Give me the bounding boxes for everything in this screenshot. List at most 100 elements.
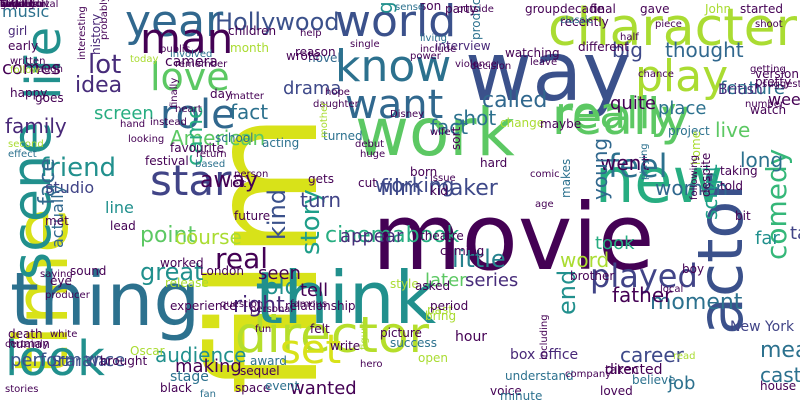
word-cloud-word: comes [2, 58, 61, 79]
word-cloud-word: writing [0, 0, 35, 10]
word-cloud-word: cast [760, 363, 800, 387]
word-cloud-word: sound [70, 264, 107, 278]
word-cloud-word: children [228, 24, 277, 38]
word-cloud-word: return [196, 149, 227, 160]
word-cloud-word: half [620, 32, 639, 43]
word-cloud-word: turned [323, 129, 363, 143]
word-cloud-word: lot [88, 50, 122, 80]
word-cloud-word: violence [455, 59, 497, 70]
word-cloud-word: women [655, 176, 729, 200]
word-cloud-word: watching [505, 46, 560, 60]
word-cloud-word: human [8, 337, 50, 351]
word-cloud-word: love [150, 55, 230, 99]
word-cloud-word: huge [360, 149, 386, 160]
word-cloud-word: role [160, 92, 236, 138]
word-cloud-word: today [130, 54, 159, 65]
word-cloud-word: wife [0, 0, 21, 10]
word-cloud-word: lead [110, 219, 136, 233]
word-cloud-word: written [10, 56, 46, 67]
word-cloud-word: loved [600, 384, 633, 398]
word-cloud-word: mother [319, 101, 330, 138]
word-cloud-word: new film [0, 0, 43, 10]
word-cloud-word: think [255, 256, 437, 340]
word-cloud-word: met [45, 214, 69, 228]
word-cloud-word: involved [170, 49, 213, 60]
word-cloud-word: future [234, 209, 271, 223]
word-cloud-word: born [410, 165, 438, 179]
word-cloud-word: issue [430, 173, 456, 184]
word-cloud-word: release [165, 276, 209, 290]
word-cloud-word: kid [430, 184, 448, 198]
word-cloud-word: probably [99, 0, 110, 40]
word-cloud-word: quite [610, 93, 656, 114]
word-cloud-word: public [160, 44, 191, 55]
word-cloud-word: London [200, 264, 244, 278]
word-cloud-word: decade [560, 2, 604, 16]
word-cloud-word: age [535, 199, 554, 210]
word-cloud-word: turn [300, 188, 342, 212]
word-cloud-word: looking [128, 134, 165, 145]
word-cloud-word: started [740, 2, 783, 16]
word-cloud-word: power [410, 51, 441, 62]
word-cloud-word: drama [283, 78, 342, 99]
word-cloud-word: John [705, 2, 732, 16]
word-cloud-word: father [612, 283, 673, 307]
word-cloud-word: stories [5, 384, 39, 395]
word-cloud-word: house [760, 379, 797, 393]
word-cloud-word: gets [308, 172, 334, 186]
word-cloud-word: important [0, 0, 50, 10]
word-cloud-word: cinemabook [325, 223, 460, 248]
word-cloud-word: reason [295, 45, 336, 59]
word-cloud-word: write [330, 339, 361, 353]
word-cloud-word: New York [730, 319, 795, 335]
word-cloud-word: young [588, 137, 612, 200]
word-cloud-word: maybe [540, 117, 582, 131]
word-cloud-word: boy [682, 262, 705, 276]
word-cloud-word: friend [40, 153, 117, 183]
word-cloud-word: really [555, 88, 677, 139]
word-cloud-word: help [300, 28, 322, 39]
word-cloud-word: way [465, 25, 631, 120]
word-cloud-word: sequel [0, 0, 33, 10]
word-cloud-word: directed [605, 362, 663, 378]
word-cloud-word: watch [750, 103, 787, 117]
word-cloud-word: point [140, 223, 197, 248]
word-cloud-word: question [220, 299, 264, 310]
word-cloud-word: past [427, 303, 453, 317]
word-cloud-word: minute [500, 389, 543, 400]
word-cloud-word: suggest [762, 79, 800, 90]
word-cloud-word: heart [175, 104, 202, 115]
word-cloud-word: fun [255, 324, 272, 335]
word-cloud-word: party [445, 2, 477, 16]
word-cloud-word: daughter [313, 99, 359, 110]
word-cloud-word: series [465, 270, 519, 291]
word-cloud-word: played [590, 257, 698, 295]
word-cloud-word: guy [373, 0, 397, 14]
word-cloud-word: producer [45, 290, 90, 301]
word-cloud-word: play [635, 51, 729, 102]
word-cloud-word: hand [120, 119, 146, 130]
word-cloud-word: line [105, 198, 134, 217]
word-cloud-word: working [375, 173, 455, 197]
word-cloud-word: death [8, 327, 43, 341]
word-cloud-word: idea [75, 73, 123, 98]
word-cloud-word: took [595, 233, 635, 254]
word-cloud-word: seen [258, 263, 301, 284]
word-cloud-word: believe [632, 373, 676, 387]
word-cloud-word: hope [325, 87, 350, 98]
word-cloud-word: recently [560, 15, 609, 29]
word-cloud-word: interview [435, 39, 491, 53]
word-cloud-word: living [420, 33, 447, 44]
word-cloud-word: cut [358, 176, 377, 190]
word-cloud-word: place [658, 98, 707, 119]
word-cloud-word: classic [560, 15, 594, 26]
word-cloud-word: thought [665, 38, 744, 62]
word-cloud-word: shot [453, 106, 497, 130]
word-cloud-word: interesting [77, 6, 88, 60]
word-cloud-word: pretty [755, 75, 792, 89]
word-cloud-word: experience [170, 299, 237, 313]
word-cloud-word: effect [8, 149, 37, 160]
word-cloud-word: second [8, 139, 44, 150]
word-cloud-word: wanted [290, 378, 357, 399]
word-cloud-word: style [390, 277, 419, 291]
